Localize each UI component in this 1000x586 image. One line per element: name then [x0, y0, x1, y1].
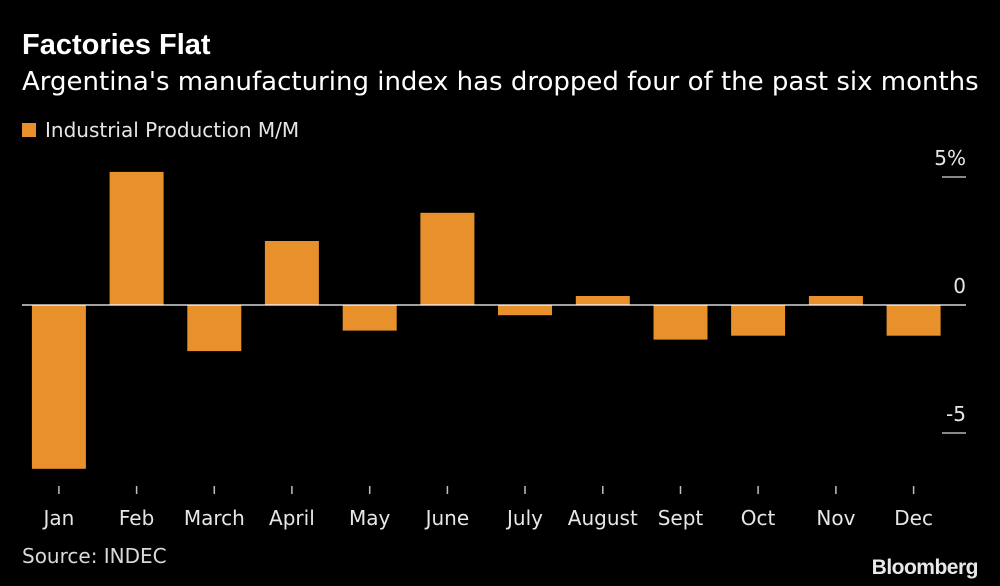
x-tick-label: June: [424, 506, 470, 530]
bloomberg-logo: Bloomberg: [871, 556, 979, 579]
legend-swatch: [22, 123, 36, 137]
bar-march: [187, 305, 242, 352]
x-tick-label: Sept: [658, 506, 704, 530]
x-tick-label: March: [184, 506, 245, 530]
y-axis: 5% 0 -5: [22, 146, 966, 434]
bar-june: [420, 212, 475, 305]
bar-april: [264, 241, 319, 305]
bar-july: [498, 305, 552, 316]
bars-group: [31, 171, 941, 469]
bar-may: [342, 305, 397, 331]
x-tick-label: August: [568, 506, 638, 530]
x-tick-label: May: [349, 506, 391, 530]
x-tick-label: July: [505, 506, 543, 530]
bar-feb: [109, 171, 164, 305]
x-tick-label: Oct: [741, 506, 776, 530]
x-axis: Jan Feb March April May June July August Sept Oct…: [41, 486, 933, 530]
bar-sept: [653, 305, 708, 340]
bar-jan: [31, 305, 86, 469]
y-tick-label: 0: [953, 274, 966, 298]
bar-august: [575, 296, 630, 305]
bar-nov: [808, 296, 863, 305]
y-tick-label: 5%: [934, 146, 966, 170]
source-note: Source: INDEC: [22, 544, 167, 568]
x-tick-label: Dec: [894, 506, 933, 530]
legend-label: Industrial Production M/M: [45, 118, 300, 142]
legend: Industrial Production M/M: [22, 118, 299, 142]
bar-oct: [731, 305, 786, 336]
y-tick-label: -5: [946, 402, 966, 426]
chart-subtitle: Argentina's manufacturing index has drop…: [22, 67, 979, 97]
x-tick-label: Feb: [119, 506, 154, 530]
chart-title: Factories Flat: [22, 29, 211, 61]
x-tick-label: Nov: [816, 506, 855, 530]
bar-dec: [886, 305, 941, 336]
x-tick-label: Jan: [41, 506, 74, 530]
x-tick-label: April: [269, 506, 315, 530]
